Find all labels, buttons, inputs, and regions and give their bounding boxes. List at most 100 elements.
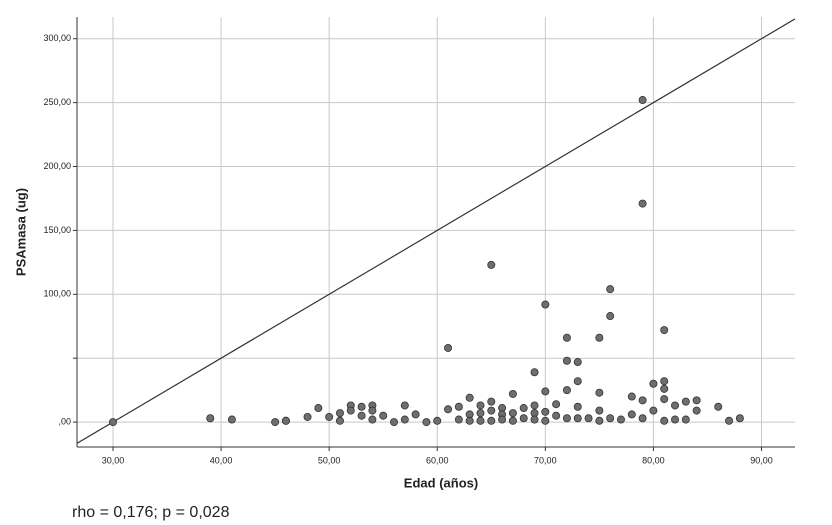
point (616, 415, 625, 424)
point (530, 368, 539, 377)
point (368, 406, 377, 415)
point (562, 356, 571, 365)
point (476, 416, 485, 425)
x-tick-label: 50,00 (318, 455, 341, 465)
point (714, 402, 723, 411)
point (281, 416, 290, 425)
x-tick-label: 30,00 (102, 455, 125, 465)
point (508, 416, 517, 425)
point (476, 409, 485, 418)
point (595, 333, 604, 342)
point (227, 415, 236, 424)
point (433, 416, 442, 425)
point (444, 405, 453, 414)
point (465, 416, 474, 425)
point (508, 409, 517, 418)
point (454, 415, 463, 424)
point (660, 377, 669, 386)
point (422, 418, 431, 427)
point (681, 415, 690, 424)
point (541, 300, 550, 309)
point (606, 312, 615, 321)
point (595, 388, 604, 397)
y-tick-label: ,00 (58, 416, 71, 426)
reference-line (77, 18, 795, 444)
y-tick-label: 250,00 (43, 97, 71, 107)
y-tick-label: 100,00 (43, 289, 71, 299)
x-tick-label: 40,00 (210, 455, 233, 465)
point (541, 387, 550, 396)
y-tick-label: 150,00 (43, 225, 71, 235)
point (487, 416, 496, 425)
y-axis-label: PSAmasa (ug) (13, 188, 28, 276)
point (562, 333, 571, 342)
point (660, 416, 669, 425)
point (487, 406, 496, 415)
point (541, 416, 550, 425)
point (541, 407, 550, 416)
point (552, 400, 561, 409)
point (595, 406, 604, 415)
point (681, 397, 690, 406)
point (325, 412, 334, 421)
y-tick-label: 300,00 (43, 33, 71, 43)
point (660, 384, 669, 393)
point (335, 416, 344, 425)
point (346, 406, 355, 415)
point (627, 410, 636, 419)
x-tick-label: 80,00 (642, 455, 665, 465)
point (303, 412, 312, 421)
point (660, 326, 669, 335)
footnote: rho = 0,176; p = 0,028 (72, 504, 230, 521)
point (314, 404, 323, 413)
point (335, 409, 344, 418)
point (508, 389, 517, 398)
point (735, 414, 744, 423)
point (368, 415, 377, 424)
point (454, 402, 463, 411)
x-axis-label: Edad (años) (404, 475, 478, 490)
point (400, 415, 409, 424)
point (671, 401, 680, 410)
x-tick-label: 70,00 (534, 455, 557, 465)
point (595, 416, 604, 425)
point (379, 411, 388, 420)
point (411, 410, 420, 419)
point (487, 397, 496, 406)
point (465, 393, 474, 402)
point (649, 406, 658, 415)
point (390, 418, 399, 427)
point (584, 414, 593, 423)
point (573, 402, 582, 411)
point (400, 401, 409, 410)
point (638, 96, 647, 105)
point (519, 404, 528, 413)
point (638, 414, 647, 423)
point (476, 401, 485, 410)
point (562, 414, 571, 423)
point (498, 415, 507, 424)
point (519, 414, 528, 423)
y-tick-label: 200,00 (43, 161, 71, 171)
point (552, 411, 561, 420)
point (573, 377, 582, 386)
point (671, 415, 680, 424)
point (573, 358, 582, 367)
x-tick-label: 60,00 (426, 455, 449, 465)
point (692, 396, 701, 405)
point (530, 401, 539, 410)
point (725, 416, 734, 425)
point (627, 392, 636, 401)
point (638, 199, 647, 208)
point (206, 414, 215, 423)
point (606, 285, 615, 294)
point (638, 396, 647, 405)
point (357, 411, 366, 420)
point (573, 414, 582, 423)
point (271, 418, 280, 427)
point (660, 395, 669, 404)
point (692, 406, 701, 415)
point (357, 402, 366, 411)
point (108, 418, 117, 427)
